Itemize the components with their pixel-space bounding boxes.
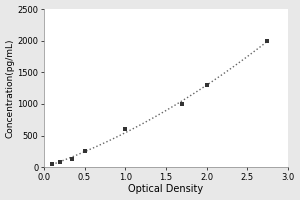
Y-axis label: Concentration(pg/mL): Concentration(pg/mL): [6, 38, 15, 138]
X-axis label: Optical Density: Optical Density: [128, 184, 203, 194]
